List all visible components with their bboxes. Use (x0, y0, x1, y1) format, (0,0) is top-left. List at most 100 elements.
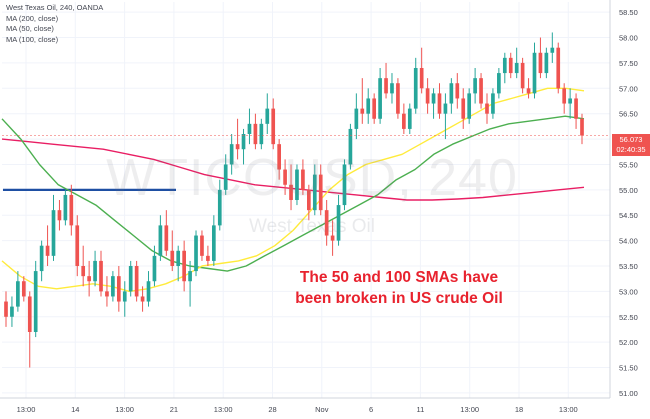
y-tick-label: 51.00 (619, 389, 638, 398)
grid (2, 2, 610, 398)
candle-body (336, 205, 341, 241)
y-tick-label: 53.00 (619, 287, 638, 296)
candle-body (413, 68, 418, 109)
candle-body (479, 78, 483, 104)
candle-body (502, 57, 507, 74)
last-price: 56.073 (619, 134, 643, 144)
candle-body (491, 93, 495, 114)
candle-body (277, 144, 281, 170)
last-price-badge: 56.073 02:40:35 (612, 134, 650, 156)
y-tick-label: 54.00 (619, 237, 638, 246)
candles (4, 32, 584, 368)
candle-body (63, 194, 68, 221)
candle-body (229, 144, 234, 165)
candle-body (211, 225, 216, 261)
candle-body (461, 98, 466, 119)
candle-body (390, 83, 394, 94)
candle-body (27, 296, 32, 332)
candle-body (520, 62, 525, 89)
candle-body (87, 276, 91, 282)
candle-body (330, 235, 335, 241)
candle-body (514, 62, 519, 74)
y-tick-label: 54.50 (619, 211, 638, 220)
candle-body (259, 123, 264, 145)
x-tick-label: 11 (417, 405, 425, 414)
legend-ma50[interactable]: MA (50, close) (6, 24, 54, 33)
legend: West Texas Oil, 240, OANDA MA (200, clos… (6, 3, 103, 45)
candle-body (158, 225, 163, 256)
candle-body (366, 98, 371, 114)
candle-body (146, 281, 151, 302)
x-tick-label: 14 (71, 405, 79, 414)
candle-body (16, 281, 20, 307)
candle-body (93, 260, 97, 282)
candle-body (164, 225, 169, 251)
candle-body (116, 276, 121, 302)
candle-body (33, 271, 38, 332)
candle-body (568, 98, 572, 104)
candle-body (188, 271, 192, 282)
candle-body (99, 260, 103, 292)
candle-body (467, 93, 472, 119)
candle-body (431, 93, 436, 104)
candle-body (200, 235, 204, 256)
candle-body (235, 144, 240, 150)
candle-body (217, 189, 222, 226)
legend-ma100[interactable]: MA (100, close) (6, 34, 59, 44)
candle-body (289, 184, 293, 200)
candle-body (544, 52, 549, 74)
candle-body (449, 83, 454, 104)
candle-body (419, 68, 424, 89)
x-tick-label: Nov (315, 405, 329, 414)
y-tick-label: 52.00 (619, 338, 638, 347)
candle-body (51, 210, 56, 256)
candle-body (348, 128, 353, 165)
candle-body (538, 52, 543, 74)
candle-body (360, 108, 365, 114)
candle-body (57, 210, 62, 221)
x-tick-label: 21 (170, 405, 178, 414)
candle-body (532, 52, 537, 94)
candle-body (443, 103, 448, 114)
candle-body (396, 83, 400, 114)
candle-body (152, 255, 157, 282)
y-tick-label: 55.50 (619, 160, 638, 169)
candle-body (378, 78, 382, 119)
y-tick-label: 58.00 (619, 34, 638, 43)
legend-ma200[interactable]: MA (200, close) (6, 13, 59, 23)
y-tick-label: 58.50 (619, 8, 638, 17)
candle-body (437, 93, 442, 114)
y-tick-label: 56.50 (619, 110, 638, 119)
candle-body (69, 194, 74, 226)
candle-body (485, 103, 489, 114)
candle-body (473, 78, 477, 94)
candle-body (562, 88, 567, 104)
candle-body (10, 306, 14, 317)
candle-body (526, 88, 531, 94)
candle-body (39, 245, 44, 272)
annotation-text: The 50 and 100 SMAs have been broken in … (295, 269, 503, 307)
y-tick-label: 51.50 (619, 364, 638, 373)
candle-body (134, 266, 139, 297)
candle-body (194, 235, 198, 272)
candle-body (550, 47, 555, 53)
candle-body (105, 291, 109, 297)
candle-body (497, 73, 501, 94)
x-tick-label: 6 (369, 405, 373, 414)
axes: 51.00 51.50 52.00 52.50 53.00 53.50 54.00 54.50… (0, 0, 638, 414)
x-tick-label: 28 (268, 405, 276, 414)
candle-body (241, 134, 246, 150)
candle-body (402, 113, 406, 129)
x-tick-label: 13:00 (17, 405, 36, 414)
candle-body (324, 210, 329, 236)
candle-body (81, 266, 86, 277)
candle-body (301, 169, 305, 190)
candle-body (128, 266, 133, 292)
candle-body (318, 174, 323, 211)
candle-body (425, 88, 430, 104)
candle-body (307, 189, 311, 211)
candle-body (223, 164, 228, 190)
candle-body (4, 301, 8, 317)
